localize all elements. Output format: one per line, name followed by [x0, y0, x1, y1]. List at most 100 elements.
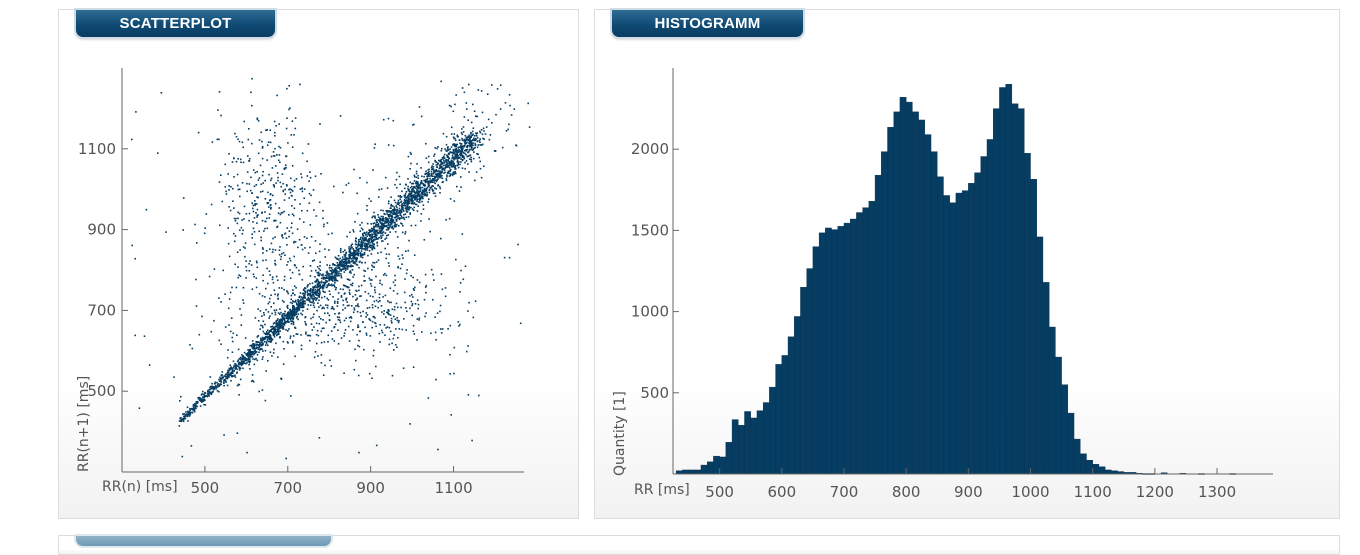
scatter-point [284, 188, 286, 191]
scatter-point [410, 190, 413, 193]
scatter-point [173, 376, 175, 378]
scatter-point [456, 185, 458, 188]
scatter-point [187, 411, 190, 413]
scatter-point [248, 219, 250, 222]
scatter-point [358, 240, 360, 243]
scatter-point [289, 191, 292, 194]
scatterplot-tab[interactable]: SCATTERPLOT [76, 10, 275, 37]
scatter-point [448, 217, 451, 220]
scatter-point [323, 307, 325, 310]
scatter-point [373, 231, 375, 233]
scatter-point [265, 129, 267, 131]
scatter-point [372, 243, 374, 245]
scatter-point [306, 237, 308, 240]
scatter-point [292, 335, 295, 337]
scatter-point [327, 341, 329, 343]
scatter-point [318, 290, 321, 292]
scatter-point [314, 175, 317, 177]
scatter-point [328, 284, 330, 286]
scatter-point [192, 409, 194, 411]
scatter-point [317, 292, 319, 294]
scatter-point [364, 234, 367, 236]
scatter-point [339, 249, 342, 252]
scatter-point [273, 120, 276, 123]
scatter-point [455, 258, 457, 261]
scatter-point [318, 296, 320, 298]
scatter-point [414, 198, 416, 201]
scatter-point [470, 148, 473, 150]
scatter-point [351, 246, 353, 249]
scatter-point [309, 246, 311, 249]
scatter-point [456, 164, 459, 167]
scatter-point [471, 139, 474, 141]
scatter-point [317, 302, 319, 304]
scatter-point [297, 302, 300, 304]
scatter-point [267, 338, 269, 340]
scatter-point [281, 211, 284, 214]
scatter-point [416, 183, 419, 186]
scatter-point [253, 231, 256, 233]
scatter-point [387, 213, 390, 216]
scatter-point [260, 339, 262, 342]
scatter-point [268, 335, 270, 338]
histogram-bar [899, 97, 907, 475]
scatter-point [372, 316, 374, 318]
scatter-point [451, 174, 454, 177]
scatter-point [183, 415, 185, 418]
scatter-point [248, 356, 250, 359]
scatter-point [340, 275, 343, 277]
scatter-point [265, 331, 268, 333]
scatter-point [491, 84, 493, 86]
scatter-point [421, 186, 424, 189]
histogram-bar [762, 402, 770, 475]
scatter-point [466, 141, 468, 144]
scatter-point [357, 324, 359, 326]
scatter-point [273, 336, 276, 338]
histogram-tab[interactable]: HISTOGRAMM [612, 10, 803, 37]
scatter-point [431, 165, 433, 167]
scatter-point [422, 191, 424, 194]
scatter-point [324, 256, 326, 258]
scatter-point [464, 144, 466, 147]
scatter-point [245, 277, 247, 279]
histogram-bar [930, 151, 938, 475]
scatter-point [440, 149, 443, 152]
scatter-point [410, 153, 412, 155]
scatter-point [255, 347, 258, 350]
scatter-point [366, 181, 368, 184]
scatter-point [211, 387, 213, 390]
scatter-point [291, 313, 294, 315]
scatter-point [208, 275, 211, 278]
scatter-point [407, 197, 409, 199]
scatter-point [367, 233, 370, 235]
scatter-point [281, 314, 284, 316]
scatter-point [314, 293, 317, 295]
scatter-point [376, 238, 378, 240]
scatter-point [380, 236, 383, 239]
scatter-point [266, 144, 269, 146]
scatter-point [472, 148, 475, 151]
scatter-point [478, 139, 481, 142]
scatter-point [278, 328, 280, 331]
scatter-point [373, 222, 376, 224]
scatter-point [407, 199, 410, 202]
scatter-point [382, 215, 384, 218]
scatter-point [337, 272, 339, 275]
scatter-point [208, 391, 211, 393]
scatter-point [441, 181, 444, 184]
scatter-point [134, 257, 136, 260]
third-panel-tab[interactable] [76, 536, 331, 546]
scatter-point [245, 362, 247, 365]
scatter-point [289, 188, 291, 190]
scatter-point [285, 457, 287, 460]
scatter-point [319, 123, 321, 125]
scatter-point [292, 314, 294, 317]
scatter-point [200, 401, 203, 403]
scatter-point [234, 363, 237, 366]
scatter-point [296, 310, 299, 312]
scatter-point [385, 237, 388, 239]
scatter-point [248, 128, 250, 130]
scatter-point [182, 413, 184, 415]
scatter-point [339, 263, 342, 265]
scatter-point [300, 334, 302, 336]
